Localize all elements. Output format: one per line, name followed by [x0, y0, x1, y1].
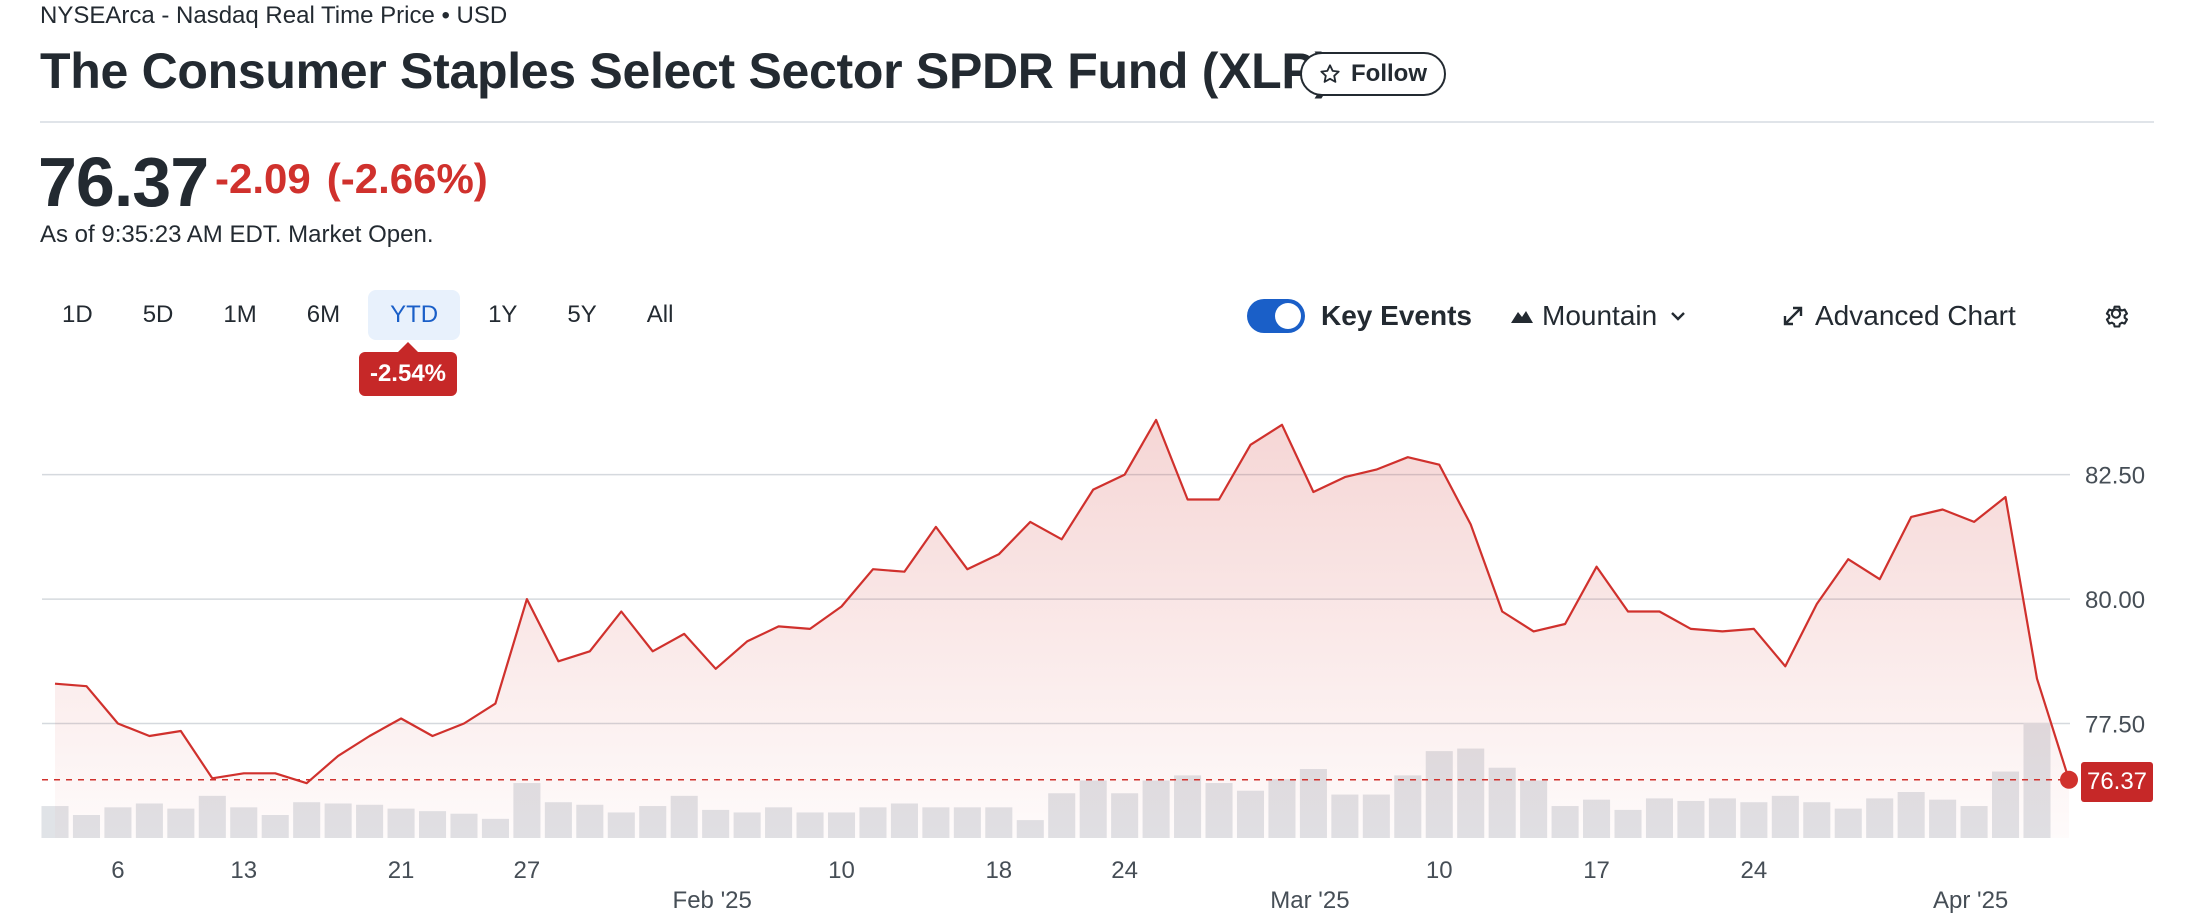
range-selector: 1D 5D 1M 6M YTD 1Y 5Y All [40, 290, 701, 340]
price-area-fill [55, 419, 2069, 838]
quote-timestamp: As of 9:35:23 AM EDT. Market Open. [40, 221, 434, 248]
price-line [54, 418, 2071, 785]
mountain-icon [1511, 311, 1533, 323]
month-label: Apr '25 [1933, 887, 2008, 914]
x-tick-label: 10 [828, 857, 855, 884]
y-tick-label: 82.50 [2085, 463, 2145, 490]
follow-button[interactable]: Follow [1300, 52, 1446, 96]
x-tick-label: 24 [1111, 857, 1138, 884]
range-tab-ytd[interactable]: YTD [368, 290, 461, 340]
key-events-label: Key Events [1321, 300, 1472, 331]
star-icon [1320, 64, 1340, 83]
chart-type-dropdown[interactable]: Mountain [1510, 294, 1687, 338]
toggle-switch[interactable] [1247, 299, 1305, 333]
gear-icon [2105, 305, 2129, 328]
range-tab-all[interactable]: All [646, 301, 674, 328]
x-tick-label: 10 [1426, 857, 1453, 884]
x-tick-label: 17 [1583, 857, 1610, 884]
expand-icon [1783, 306, 1803, 326]
range-tab-6m[interactable]: 6M [306, 301, 341, 328]
advanced-chart-label: Advanced Chart [1815, 300, 2016, 331]
last-price-tag: 76.37 [2081, 762, 2153, 802]
range-tab-1y[interactable]: 1Y [488, 301, 518, 328]
chart-type-label: Mountain [1542, 300, 1658, 331]
y-tick-label: 77.50 [2085, 712, 2145, 739]
settings-button[interactable] [2102, 294, 2130, 338]
x-tick-label: 24 [1741, 857, 1768, 884]
y-tick-label: 80.00 [2085, 587, 2145, 614]
range-tab-1m[interactable]: 1M [223, 301, 257, 328]
range-tab-5d[interactable]: 5D [142, 301, 174, 328]
change-percent: (-2.66%) [326, 155, 488, 202]
advanced-chart-button[interactable]: Advanced Chart [1781, 294, 2016, 338]
last-price-dot [2060, 770, 2078, 789]
range-tab-1d[interactable]: 1D [62, 301, 93, 328]
change-value: -2.09 [215, 155, 311, 202]
x-tick-label: 27 [514, 857, 541, 884]
range-performance-badge: -2.54% [359, 342, 457, 396]
range-tab-5y[interactable]: 5Y [567, 301, 597, 328]
price-change: -2.09 (-2.66%) [215, 155, 488, 203]
exchange-info: NYSEArca - Nasdaq Real Time Price • USD [40, 2, 508, 29]
x-tick-label: 6 [111, 857, 124, 884]
x-tick-label: 13 [230, 857, 257, 884]
x-tick-label: 18 [985, 857, 1012, 884]
follow-label: Follow [1351, 60, 1427, 87]
fund-title: The Consumer Staples Select Sector SPDR … [40, 43, 1331, 99]
header-divider [40, 121, 2154, 123]
chevron-down-icon [1671, 312, 1686, 321]
current-price: 76.37 [38, 143, 209, 221]
month-label: Mar '25 [1270, 887, 1349, 914]
x-tick-label: 21 [388, 857, 415, 884]
key-events-toggle[interactable]: Key Events [1247, 294, 1472, 338]
month-label: Feb '25 [673, 887, 752, 914]
